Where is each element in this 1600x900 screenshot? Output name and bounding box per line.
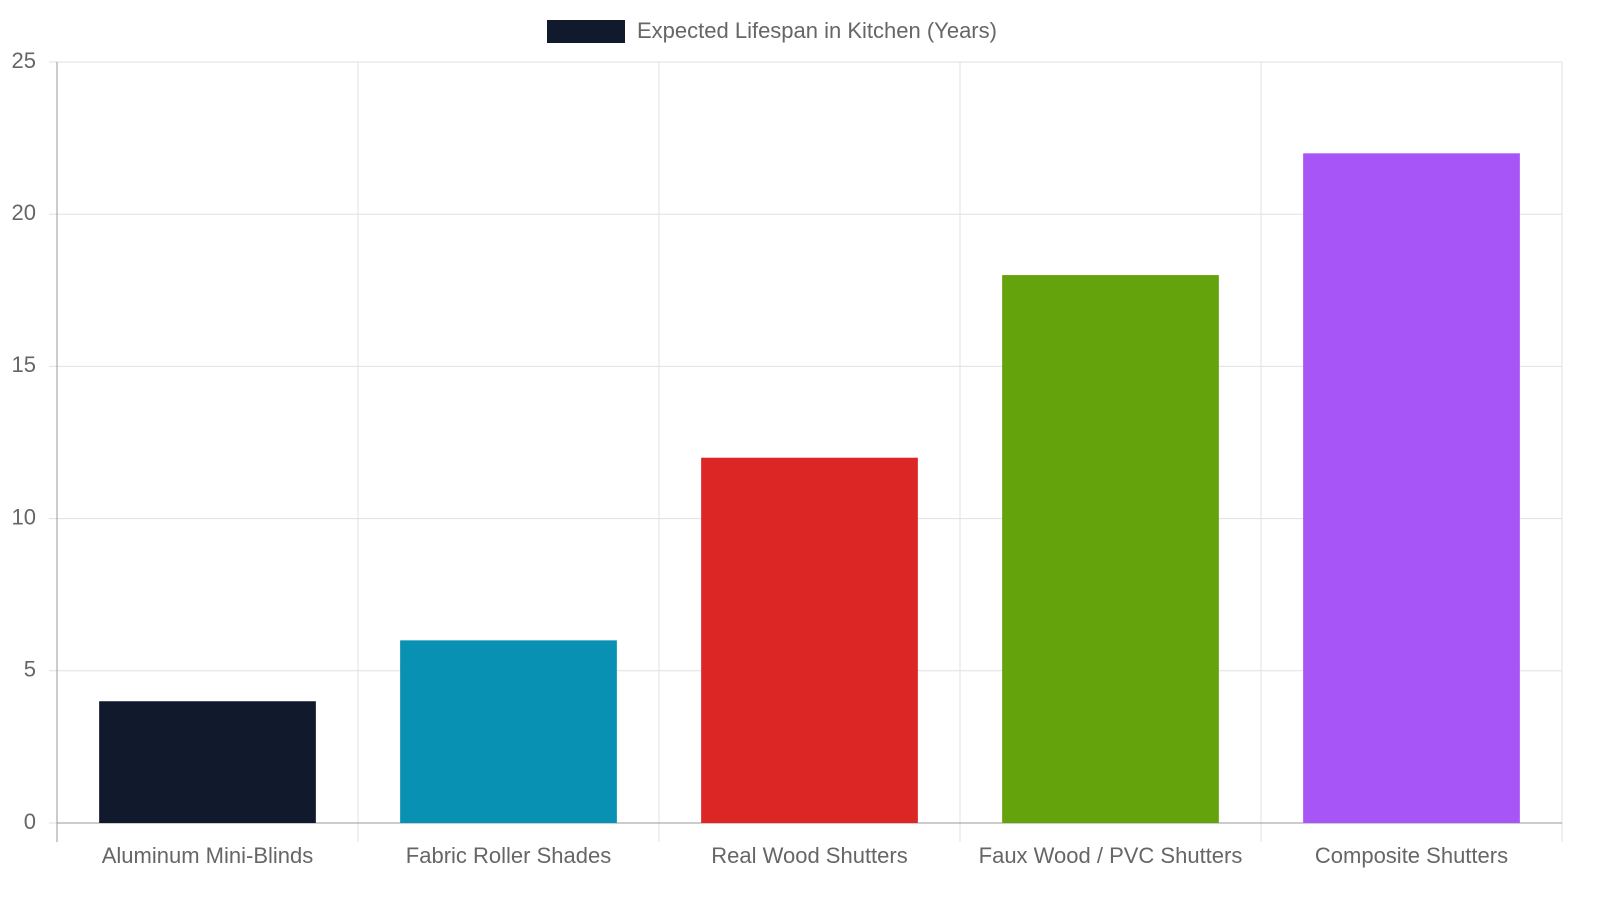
bar xyxy=(701,457,918,823)
y-tick-label: 0 xyxy=(24,809,36,834)
y-tick-label: 15 xyxy=(12,352,36,377)
x-tick-label: Real Wood Shutters xyxy=(711,843,907,868)
x-tick-label: Faux Wood / PVC Shutters xyxy=(979,843,1243,868)
x-tick-label: Fabric Roller Shades xyxy=(406,843,611,868)
bar xyxy=(1002,275,1219,824)
x-tick-label: Composite Shutters xyxy=(1315,843,1508,868)
y-tick-label: 5 xyxy=(24,657,36,682)
y-tick-label: 20 xyxy=(12,200,36,225)
bar xyxy=(1303,153,1520,823)
legend-label: Expected Lifespan in Kitchen (Years) xyxy=(637,18,997,43)
bar xyxy=(99,701,316,823)
bar xyxy=(400,640,617,823)
legend-swatch xyxy=(547,20,625,43)
y-tick-label: 25 xyxy=(12,48,36,73)
y-tick-label: 10 xyxy=(12,504,36,529)
x-tick-label: Aluminum Mini-Blinds xyxy=(102,843,314,868)
